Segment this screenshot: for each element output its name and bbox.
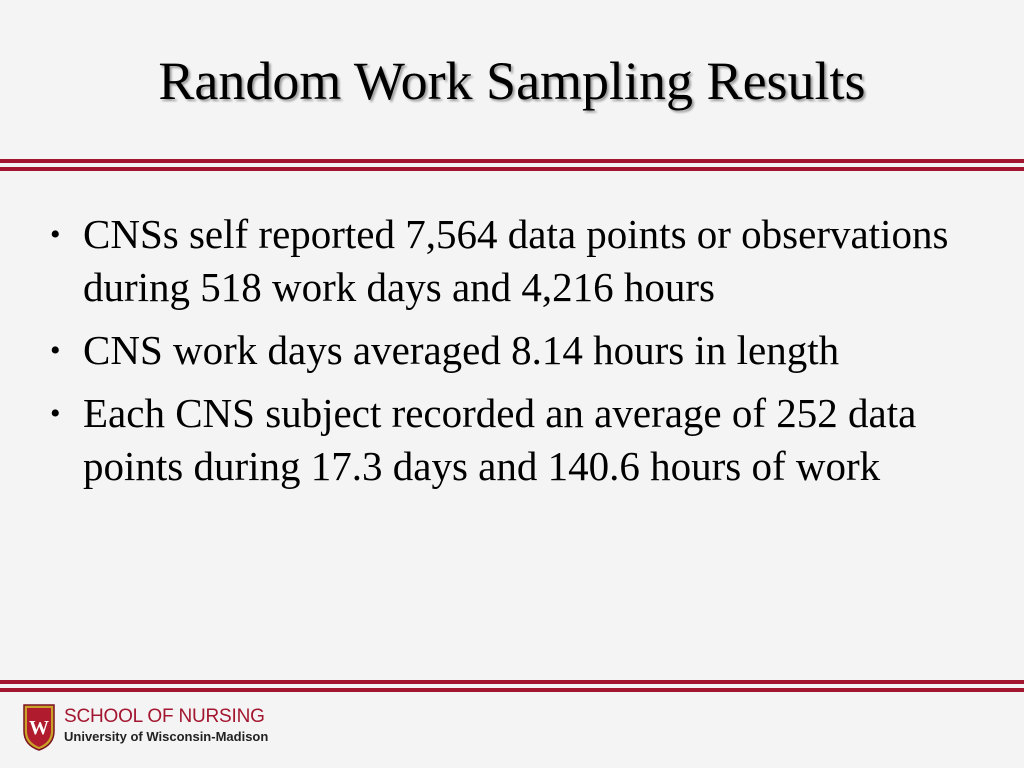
bullet-marker: • (50, 324, 83, 377)
bullet-text: Each CNS subject recorded an average of … (83, 387, 950, 493)
bullet-item: • CNSs self reported 7,564 data points o… (50, 208, 950, 314)
slide-title: Random Work Sampling Results (0, 48, 1024, 114)
bullet-item: • Each CNS subject recorded an average o… (50, 387, 950, 493)
bullet-item: • CNS work days averaged 8.14 hours in l… (50, 324, 950, 377)
footer-logo: W SCHOOL OF NURSING University of Wiscon… (22, 700, 268, 752)
bullet-text: CNSs self reported 7,564 data points or … (83, 208, 950, 314)
uw-crest-icon: W (22, 701, 56, 751)
university-name: University of Wisconsin-Madison (64, 728, 268, 746)
bottom-divider (0, 680, 1024, 692)
crest-letter: W (29, 717, 49, 739)
school-name: SCHOOL OF NURSING (64, 706, 268, 728)
top-divider (0, 159, 1024, 171)
bullet-marker: • (50, 208, 83, 261)
bullet-marker: • (50, 387, 83, 440)
bullet-list: • CNSs self reported 7,564 data points o… (50, 208, 950, 503)
footer-text: SCHOOL OF NURSING University of Wisconsi… (64, 706, 268, 746)
bullet-text: CNS work days averaged 8.14 hours in len… (83, 324, 950, 377)
